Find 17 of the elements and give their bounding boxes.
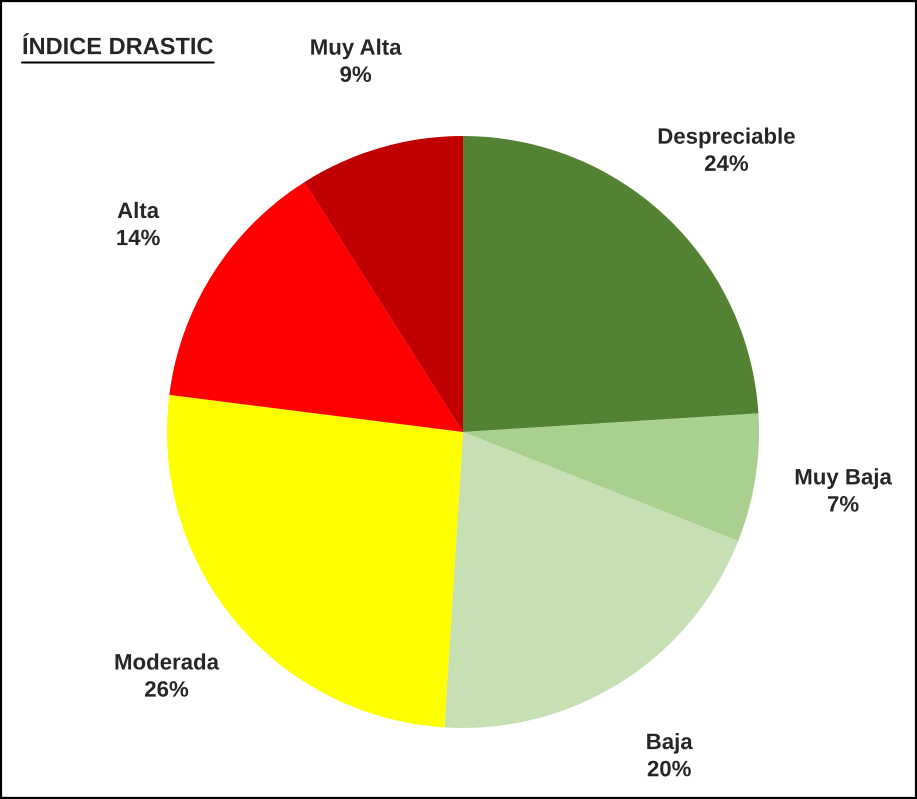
slice-label: Baja (647, 732, 693, 754)
pie-slice (444, 432, 738, 728)
chart-title: ÍNDICE DRASTIC (23, 33, 213, 54)
slice-label: Alta (118, 202, 160, 218)
data-label: 24% (704, 155, 748, 171)
pie-slice (169, 182, 463, 432)
slice-label: Moderada (116, 653, 220, 670)
slice-label: Muy Alta (311, 38, 402, 60)
data-label: 9% (340, 66, 372, 82)
pie-slice (463, 413, 759, 541)
slice-label: Despreciable (658, 128, 795, 148)
data-label: 20% (648, 760, 691, 776)
pie-slice (304, 136, 463, 432)
data-label: 26% (145, 681, 188, 697)
slice-label: Muy Baja (796, 468, 892, 489)
data-label: 7% (828, 496, 859, 512)
data-label: 14% (117, 230, 160, 246)
